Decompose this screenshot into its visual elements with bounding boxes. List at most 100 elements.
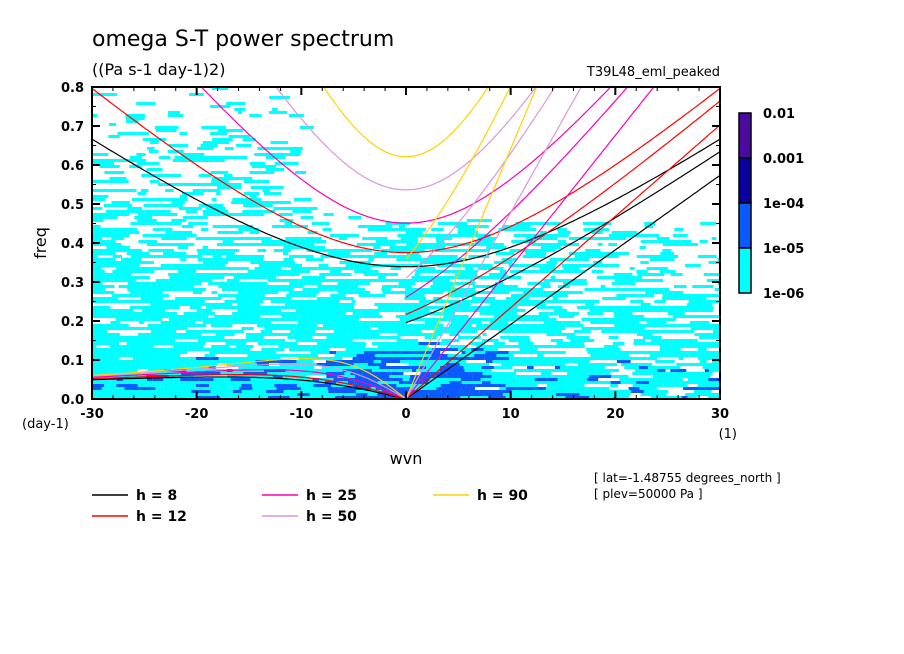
- heatmap-cell: [92, 297, 118, 300]
- heatmap-cell: [371, 369, 391, 372]
- heatmap-cell: [283, 258, 294, 261]
- heatmap-cell: [357, 225, 380, 228]
- heatmap-cell: [114, 276, 122, 279]
- heatmap-cell: [632, 384, 657, 387]
- heatmap-cell: [587, 237, 607, 240]
- heatmap-cell: [341, 303, 355, 306]
- heatmap-cell: [353, 366, 380, 369]
- heatmap-cell: [407, 357, 415, 360]
- heatmap-cell: [655, 378, 673, 381]
- heatmap-cell: [415, 270, 426, 273]
- heatmap-cell: [202, 261, 214, 264]
- heatmap-cell: [212, 225, 222, 228]
- heatmap-cell: [608, 336, 619, 339]
- heatmap-cell: [649, 354, 666, 357]
- heatmap-cell: [220, 372, 244, 375]
- heatmap-cell: [628, 306, 648, 309]
- heatmap-cell: [242, 138, 256, 141]
- heatmap-cell: [516, 375, 533, 378]
- heatmap-cell: [184, 276, 202, 279]
- heatmap-cell: [220, 396, 235, 399]
- heatmap-cell: [565, 396, 590, 399]
- heatmap-cell: [587, 312, 604, 315]
- heatmap-cell: [112, 390, 123, 393]
- heatmap-cell: [423, 306, 436, 309]
- heatmap-cell: [338, 363, 354, 366]
- heatmap-cell: [515, 222, 535, 225]
- heatmap-cell: [454, 354, 475, 357]
- heatmap-cell: [488, 318, 503, 321]
- heatmap-cell: [135, 393, 140, 396]
- heatmap-cell: [252, 387, 277, 390]
- heatmap-cell: [259, 339, 286, 342]
- heatmap-cell: [195, 384, 210, 387]
- heatmap-cell: [581, 327, 587, 330]
- heatmap-cell: [382, 378, 403, 381]
- heatmap-cell: [142, 234, 158, 237]
- heatmap-cell: [587, 351, 605, 354]
- heatmap-cell: [466, 384, 475, 387]
- heatmap-cell: [285, 237, 305, 240]
- heatmap-cell: [249, 195, 257, 198]
- heatmap-cell: [193, 318, 200, 321]
- heatmap-cell: [147, 369, 154, 372]
- heatmap-cell: [164, 174, 182, 177]
- heatmap-cell: [281, 315, 299, 318]
- heatmap-cell: [549, 258, 574, 261]
- heatmap-cell: [424, 336, 437, 339]
- heatmap-cell: [657, 240, 681, 243]
- heatmap-cell: [141, 276, 150, 279]
- heatmap-cell: [296, 324, 317, 327]
- heatmap-cell: [110, 204, 132, 207]
- heatmap-cell: [251, 282, 268, 285]
- heatmap-cell: [118, 393, 136, 396]
- heatmap-cell: [151, 267, 170, 270]
- heatmap-cell: [291, 267, 307, 270]
- heatmap-cell: [703, 273, 709, 276]
- heatmap-cell: [511, 240, 536, 243]
- heatmap-cell: [239, 225, 254, 228]
- heatmap-cell: [171, 234, 197, 237]
- heatmap-cell: [548, 363, 566, 366]
- heatmap-cell: [179, 132, 188, 135]
- heatmap-cell: [688, 300, 704, 303]
- heatmap-cell: [318, 264, 329, 267]
- heatmap-cell: [92, 288, 106, 291]
- heatmap-cell: [392, 357, 408, 360]
- heatmap-cell: [397, 228, 409, 231]
- heatmap-cell: [258, 264, 283, 267]
- heatmap-cell: [149, 348, 167, 351]
- heatmap-cell: [139, 393, 158, 396]
- heatmap-cell: [336, 309, 347, 312]
- heatmap-cell: [368, 243, 383, 246]
- heatmap-cell: [316, 363, 339, 366]
- heatmap-cell: [237, 303, 261, 306]
- heatmap-cell: [271, 288, 294, 291]
- heatmap-cell: [348, 216, 362, 219]
- heatmap-cell: [216, 192, 221, 195]
- heatmap-cell: [171, 264, 187, 267]
- heatmap-cell: [198, 204, 224, 207]
- heatmap-cell: [168, 279, 194, 282]
- heatmap-cell: [200, 393, 212, 396]
- heatmap-cell: [481, 381, 491, 384]
- heatmap-cell: [498, 228, 520, 231]
- heatmap-cell: [202, 312, 216, 315]
- heatmap-cell: [409, 396, 422, 399]
- heatmap-cell: [265, 168, 285, 171]
- heatmap-cell: [160, 357, 173, 360]
- heatmap-cell: [133, 381, 149, 384]
- heatmap-cell: [163, 363, 185, 366]
- heatmap-cell: [536, 264, 543, 267]
- heatmap-cell: [541, 360, 553, 363]
- heatmap-cell: [273, 261, 295, 264]
- heatmap-cell: [296, 360, 314, 363]
- heatmap-cell: [334, 390, 356, 393]
- heatmap-cell: [245, 312, 270, 315]
- heatmap-cell: [601, 318, 609, 321]
- heatmap-cell: [324, 297, 332, 300]
- heatmap-cell: [622, 276, 638, 279]
- heatmap-cell: [707, 294, 720, 297]
- heatmap-cell: [297, 321, 315, 324]
- heatmap-cell: [619, 288, 643, 291]
